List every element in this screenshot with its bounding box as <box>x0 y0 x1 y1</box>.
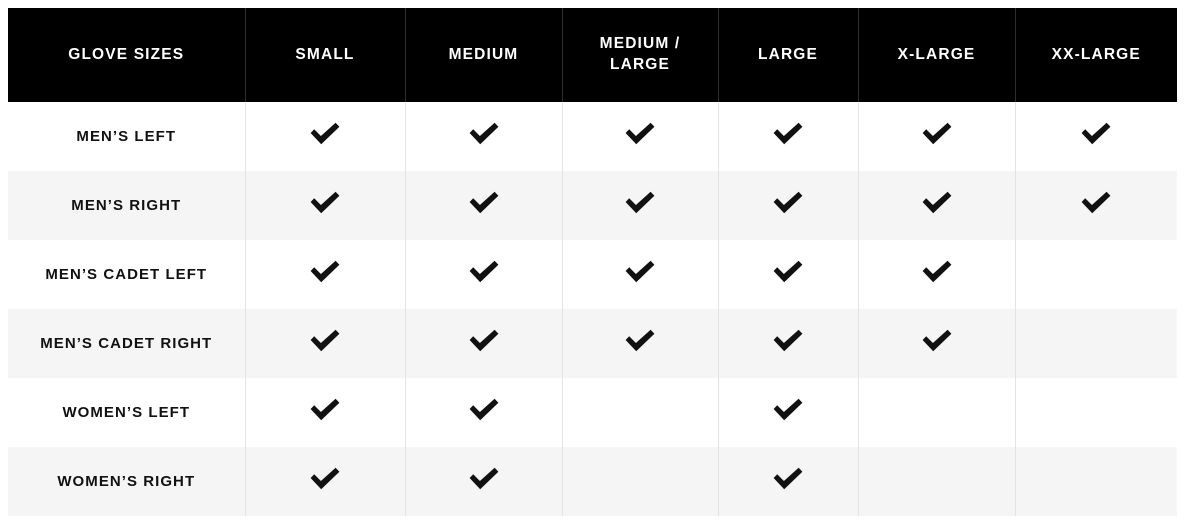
cell-medlg <box>562 378 719 447</box>
cell-xxlarge <box>1015 309 1177 378</box>
cell-small <box>245 378 406 447</box>
check-icon <box>771 121 805 147</box>
cell-small <box>245 240 406 309</box>
check-icon <box>308 190 342 216</box>
row-label: MEN’S CADET RIGHT <box>8 309 246 378</box>
check-icon <box>1079 121 1113 147</box>
cell-xlarge <box>858 171 1016 240</box>
cell-medium <box>405 378 563 447</box>
cell-large <box>718 309 859 378</box>
check-icon <box>467 397 501 423</box>
row-label: MEN’S LEFT <box>8 102 246 171</box>
cell-small <box>245 171 406 240</box>
column-header-large: LARGE <box>718 8 859 102</box>
row-label: WOMEN’S RIGHT <box>8 447 246 516</box>
cell-medlg <box>562 102 719 171</box>
check-icon <box>467 328 501 354</box>
column-header-small: SMALL <box>245 8 406 102</box>
check-icon <box>771 259 805 285</box>
cell-medlg <box>562 171 719 240</box>
check-icon <box>920 121 954 147</box>
cell-medium <box>405 240 563 309</box>
check-icon <box>467 121 501 147</box>
check-icon <box>771 466 805 492</box>
check-icon <box>623 259 657 285</box>
cell-small <box>245 102 406 171</box>
check-icon <box>308 397 342 423</box>
check-icon <box>308 121 342 147</box>
check-icon <box>467 466 501 492</box>
empty-cell-marker <box>1079 397 1113 423</box>
cell-xxlarge <box>1015 240 1177 309</box>
check-icon <box>920 190 954 216</box>
empty-cell-marker <box>1079 259 1113 285</box>
cell-medlg <box>562 309 719 378</box>
check-icon <box>1079 190 1113 216</box>
table-row: MEN’S CADET RIGHT <box>8 309 1177 378</box>
cell-small <box>245 447 406 516</box>
check-icon <box>467 190 501 216</box>
table-row: WOMEN’S RIGHT <box>8 447 1177 516</box>
cell-xlarge <box>858 378 1016 447</box>
cell-large <box>718 240 859 309</box>
cell-xlarge <box>858 102 1016 171</box>
empty-cell-marker <box>623 466 657 492</box>
table-row: WOMEN’S LEFT <box>8 378 1177 447</box>
empty-cell-marker <box>920 397 954 423</box>
cell-xxlarge <box>1015 102 1177 171</box>
cell-xxlarge <box>1015 378 1177 447</box>
size-table: GLOVE SIZES SMALL MEDIUM MEDIUM / LARGE LARG… <box>8 8 1177 516</box>
check-icon <box>771 328 805 354</box>
empty-cell-marker <box>920 466 954 492</box>
cell-large <box>718 447 859 516</box>
check-icon <box>623 328 657 354</box>
check-icon <box>308 259 342 285</box>
column-header-xxlarge: XX-LARGE <box>1015 8 1177 102</box>
cell-xxlarge <box>1015 171 1177 240</box>
check-icon <box>308 466 342 492</box>
cell-medium <box>405 309 563 378</box>
empty-cell-marker <box>1079 466 1113 492</box>
check-icon <box>467 259 501 285</box>
table-row: MEN’S CADET LEFT <box>8 240 1177 309</box>
table-header: GLOVE SIZES SMALL MEDIUM MEDIUM / LARGE LARG… <box>8 8 1177 102</box>
cell-large <box>718 378 859 447</box>
table-body: MEN’S LEFT MEN’S RIGHT MEN’S CADET LEFT MEN… <box>8 102 1177 516</box>
check-icon <box>623 190 657 216</box>
table-row: MEN’S LEFT <box>8 102 1177 171</box>
check-icon <box>920 259 954 285</box>
column-header-medlg: MEDIUM / LARGE <box>562 8 719 102</box>
column-header-label: GLOVE SIZES <box>8 8 246 102</box>
row-label: WOMEN’S LEFT <box>8 378 246 447</box>
cell-xlarge <box>858 309 1016 378</box>
cell-small <box>245 309 406 378</box>
cell-large <box>718 171 859 240</box>
table-row: MEN’S RIGHT <box>8 171 1177 240</box>
cell-medium <box>405 447 563 516</box>
column-header-medium: MEDIUM <box>405 8 563 102</box>
cell-medlg <box>562 240 719 309</box>
check-icon <box>308 328 342 354</box>
check-icon <box>771 190 805 216</box>
cell-xxlarge <box>1015 447 1177 516</box>
check-icon <box>920 328 954 354</box>
cell-large <box>718 102 859 171</box>
row-label: MEN’S RIGHT <box>8 171 246 240</box>
cell-xlarge <box>858 447 1016 516</box>
cell-medlg <box>562 447 719 516</box>
column-header-xlarge: X-LARGE <box>858 8 1016 102</box>
cell-medium <box>405 171 563 240</box>
cell-xlarge <box>858 240 1016 309</box>
empty-cell-marker <box>623 397 657 423</box>
empty-cell-marker <box>1079 328 1113 354</box>
cell-medium <box>405 102 563 171</box>
check-icon <box>771 397 805 423</box>
check-icon <box>623 121 657 147</box>
header-row: GLOVE SIZES SMALL MEDIUM MEDIUM / LARGE LARG… <box>8 8 1177 102</box>
row-label: MEN’S CADET LEFT <box>8 240 246 309</box>
